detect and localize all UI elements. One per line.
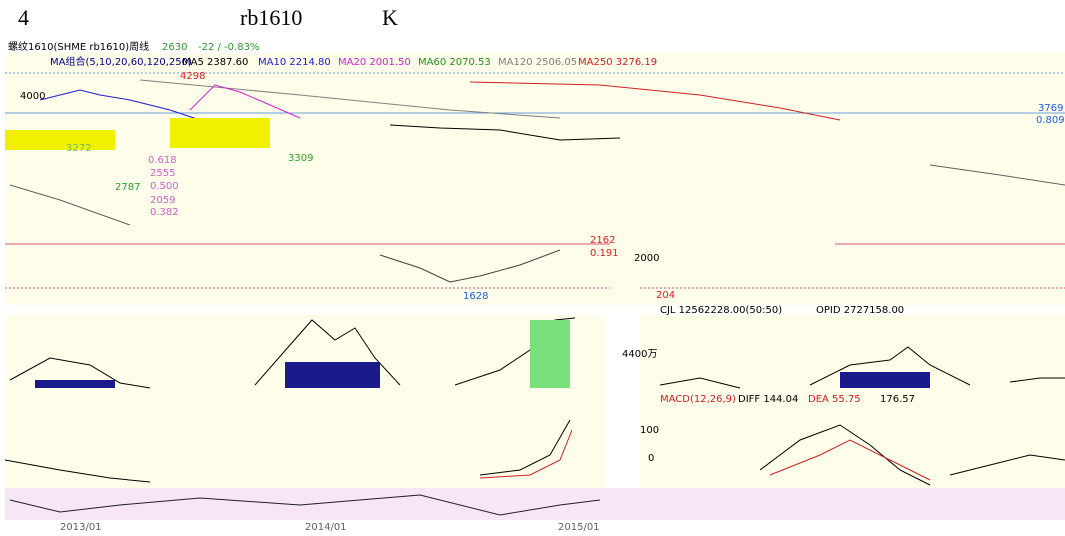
axis-label: 4000 — [20, 91, 45, 102]
header-number: 4 — [18, 5, 29, 30]
bottom-band — [5, 488, 1065, 520]
axis-label: 0 — [648, 453, 654, 464]
ma20: MA20 2001.50 — [338, 57, 411, 68]
price-mark: 4298 — [180, 71, 205, 82]
axis-label: 2000 — [634, 253, 659, 264]
price-mark: 2162 — [590, 235, 615, 246]
price-mark: 3272 — [66, 143, 91, 154]
symbol[interactable]: 螺纹1610(SHME rb1610)周线 — [8, 40, 149, 53]
price-mark: 3309 — [288, 153, 313, 164]
axis-label: 100 — [640, 425, 659, 436]
volume-panel — [5, 315, 605, 490]
ma250: MA250 3276.19 — [578, 57, 657, 68]
ma120: MA120 2506.05 — [498, 57, 577, 68]
date-label: 2015/01 — [558, 522, 600, 533]
glitch-block — [5, 130, 115, 150]
price-mark: 2059 — [150, 195, 175, 206]
ma5: MA5 2387.60 — [182, 57, 248, 68]
volume-scale: 4400万 — [622, 349, 657, 360]
price-panel — [5, 53, 1065, 305]
price-mark: 2787 — [115, 182, 140, 193]
bar-block — [285, 362, 380, 388]
header-code: rb1610 — [240, 5, 302, 30]
ma60: MA60 2070.53 — [418, 57, 491, 68]
opid: OPID 2727158.00 — [816, 305, 904, 316]
bar-block — [840, 372, 930, 388]
price-mark: 2555 — [150, 168, 175, 179]
fib-mark: 0.382 — [150, 207, 179, 218]
dea: DEA 55.75 — [808, 394, 861, 405]
macd-label: MACD(12,26,9) — [660, 394, 736, 405]
ma-label[interactable]: MA组合(5,10,20,60,120,250) — [50, 55, 192, 68]
price-mark: 1628 — [463, 291, 488, 302]
bar-block — [35, 380, 115, 388]
glitch-block — [170, 118, 270, 148]
fib-mark: 0.809 — [1036, 115, 1065, 126]
cjl: CJL 12562228.00(50:50) — [660, 305, 782, 316]
fib-mark: 0.618 — [148, 155, 177, 166]
change: -22 / -0.83% — [198, 42, 259, 53]
fib-mark: 0.500 — [150, 181, 179, 192]
diff: DIFF 144.04 — [738, 394, 798, 405]
price-mark: 3769 — [1038, 103, 1063, 114]
macd-value: 176.57 — [880, 394, 915, 405]
bar-block — [530, 320, 570, 388]
price: 2630 — [162, 42, 187, 53]
screen: 4 rb1610 K 螺纹1610(SHME rb1610)周线 2630 -2… — [0, 0, 1065, 536]
date-label: 2013/01 — [60, 522, 102, 533]
header-k: K — [382, 5, 398, 30]
ma10: MA10 2214.80 — [258, 57, 331, 68]
date-label: 2014/01 — [305, 522, 347, 533]
fib-mark: 0.191 — [590, 248, 619, 259]
price-mark: 204 — [656, 290, 675, 301]
